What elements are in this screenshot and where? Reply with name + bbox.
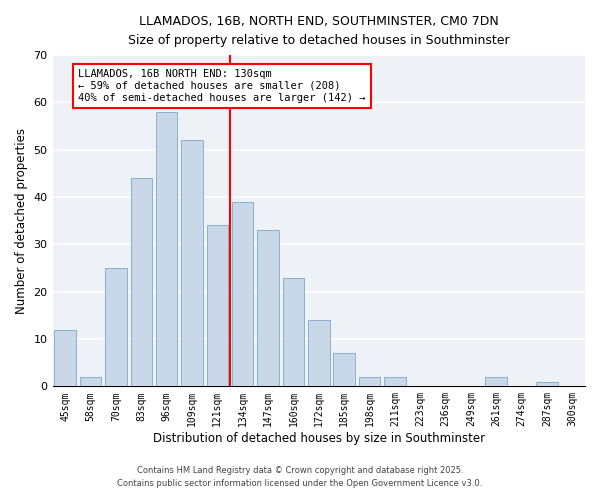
Bar bbox=[55, 330, 76, 386]
Bar bbox=[206, 226, 228, 386]
Y-axis label: Number of detached properties: Number of detached properties bbox=[15, 128, 28, 314]
X-axis label: Distribution of detached houses by size in Southminster: Distribution of detached houses by size … bbox=[153, 432, 485, 445]
Bar bbox=[359, 377, 380, 386]
Bar bbox=[105, 268, 127, 386]
Bar bbox=[283, 278, 304, 386]
Bar bbox=[384, 377, 406, 386]
Bar bbox=[232, 202, 253, 386]
Bar bbox=[485, 377, 507, 386]
Bar bbox=[131, 178, 152, 386]
Text: LLAMADOS, 16B NORTH END: 130sqm
← 59% of detached houses are smaller (208)
40% o: LLAMADOS, 16B NORTH END: 130sqm ← 59% of… bbox=[78, 70, 365, 102]
Bar bbox=[334, 353, 355, 386]
Bar bbox=[156, 112, 178, 386]
Title: LLAMADOS, 16B, NORTH END, SOUTHMINSTER, CM0 7DN
Size of property relative to det: LLAMADOS, 16B, NORTH END, SOUTHMINSTER, … bbox=[128, 15, 509, 47]
Bar bbox=[181, 140, 203, 386]
Bar bbox=[80, 377, 101, 386]
Bar bbox=[308, 320, 329, 386]
Bar bbox=[257, 230, 279, 386]
Bar bbox=[536, 382, 558, 386]
Text: Contains HM Land Registry data © Crown copyright and database right 2025.
Contai: Contains HM Land Registry data © Crown c… bbox=[118, 466, 482, 487]
